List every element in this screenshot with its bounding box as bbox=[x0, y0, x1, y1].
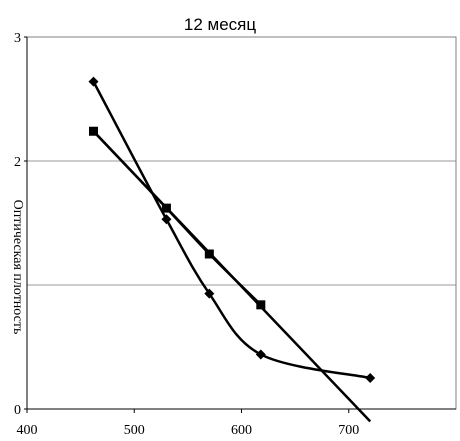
tick-labels: 0 2 3 400 500 600 700 bbox=[14, 31, 359, 438]
square-marker bbox=[256, 300, 266, 310]
x-tick-label: 700 bbox=[338, 423, 359, 438]
x-tick-label: 400 bbox=[17, 423, 38, 438]
y-tick-label: 2 bbox=[14, 155, 21, 170]
diamond-marker bbox=[365, 373, 376, 383]
series-line-3 bbox=[92, 130, 372, 423]
diamond-marker bbox=[204, 288, 215, 299]
diamond-marker bbox=[88, 76, 99, 87]
chart-title: 12 месяц bbox=[184, 15, 256, 34]
y-tick-label: 0 bbox=[14, 403, 21, 418]
diamond-marker bbox=[255, 349, 266, 360]
x-tick-label: 600 bbox=[231, 423, 252, 438]
x-tick-label: 500 bbox=[124, 423, 145, 438]
y-axis-label: Оптическая плотность bbox=[10, 200, 25, 335]
y-tick-label: 3 bbox=[14, 31, 21, 46]
series-layer bbox=[88, 76, 376, 423]
diamond-marker bbox=[161, 214, 172, 225]
square-marker bbox=[88, 126, 98, 136]
